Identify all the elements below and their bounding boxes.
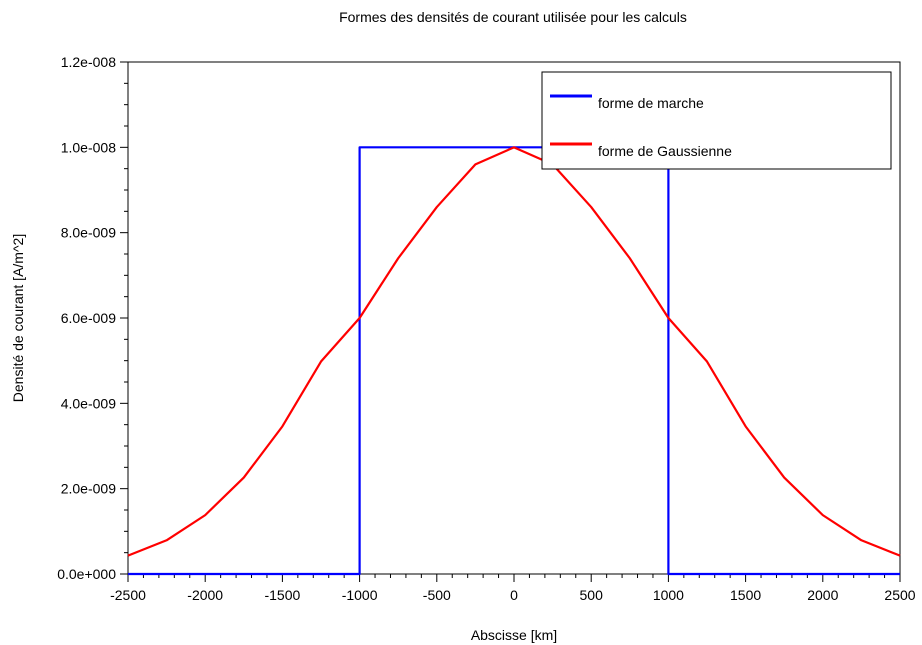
x-tick-label: 1500	[730, 587, 761, 603]
legend-box	[541, 71, 892, 170]
y-axis-label: Densité de courant [A/m^2]	[10, 234, 26, 402]
x-tick-label: -1000	[342, 587, 378, 603]
y-tick-label: 4.0e-009	[61, 395, 116, 411]
legend-label-gaussienne: forme de Gaussienne	[598, 143, 732, 159]
x-tick-label: 500	[580, 587, 604, 603]
x-tick-label: 0	[510, 587, 518, 603]
legend: forme de marche forme de Gaussienne	[541, 71, 892, 170]
series-layer	[127, 146, 901, 576]
y-tick-label: 6.0e-009	[61, 310, 116, 326]
y-tick-label: 8.0e-009	[61, 225, 116, 241]
x-tick-label: -500	[423, 587, 451, 603]
x-tick-label: -1500	[264, 587, 300, 603]
x-axis: -2500 -2000 -1500 -1000 -500 0 500 1000 1500 2000…	[110, 574, 916, 603]
y-tick-label: 2.0e-009	[61, 481, 116, 497]
series-line-gaussienne	[127, 146, 901, 557]
x-tick-label: 1000	[653, 587, 684, 603]
chart-title: Formes des densités de courant utilisée …	[339, 9, 687, 25]
y-tick-label: 1.0e-008	[61, 139, 116, 155]
x-tick-label: -2000	[187, 587, 223, 603]
legend-label-marche: forme de marche	[598, 95, 704, 111]
y-tick-label: 1.2e-008	[61, 54, 116, 70]
y-axis: 0.0e+000 2.0e-009 4.0e-009 6.0e-009 8.0e-009…	[57, 54, 128, 582]
x-tick-label: -2500	[110, 587, 146, 603]
y-tick-label: 0.0e+000	[57, 566, 116, 582]
x-tick-label: 2000	[807, 587, 838, 603]
x-axis-label: Abscisse [km]	[471, 627, 557, 643]
x-tick-label: 2500	[884, 587, 915, 603]
